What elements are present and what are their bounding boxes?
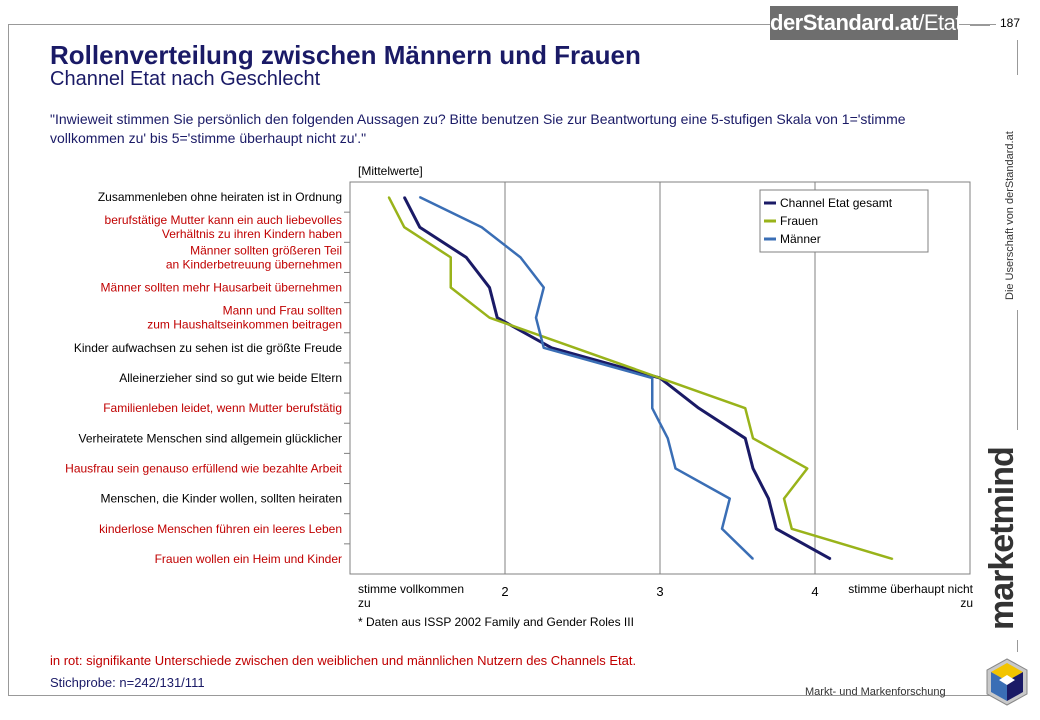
- data-point: [674, 467, 677, 470]
- data-point: [744, 407, 747, 409]
- data-point: [806, 467, 809, 470]
- footer-brand: Markt- und Markenforschung: [805, 686, 946, 698]
- category-label: kinderlose Menschen führen ein leeres Le…: [99, 522, 342, 536]
- data-point: [891, 558, 894, 560]
- page-number-rule: [970, 25, 990, 26]
- data-point: [418, 196, 421, 198]
- legend-label: Channel Etat gesamt: [780, 196, 893, 210]
- data-point: [542, 286, 545, 289]
- data-point: [449, 286, 452, 289]
- legend-label: Frauen: [780, 214, 818, 228]
- data-point: [651, 407, 654, 409]
- data-point: [767, 497, 770, 500]
- data-point: [752, 558, 754, 560]
- data-point: [752, 467, 754, 470]
- category-label: Alleinerzieher sind so gut wie beide Elt…: [119, 371, 342, 385]
- category-label: Männer sollten größeren Teil an Kinderbet…: [166, 243, 342, 271]
- category-label: Menschen, die Kinder wollen, sollten hei…: [101, 492, 342, 506]
- data-point: [403, 196, 406, 198]
- cube-logo-icon: [986, 658, 1028, 706]
- data-point: [697, 407, 700, 409]
- category-label: berufstätige Mutter kann ein auch liebev…: [105, 213, 342, 241]
- legend-label: Männer: [780, 232, 821, 246]
- data-point: [519, 256, 522, 259]
- data-point: [790, 527, 793, 530]
- category-label: Verheiratete Menschen sind allgemein glü…: [79, 431, 342, 445]
- unit-label: [Mittelwerte]: [358, 164, 423, 178]
- side-rule-middle: [1017, 310, 1018, 430]
- x-axis-label-right: stimme überhaupt nicht zu: [848, 582, 973, 610]
- category-label: Familienleben leidet, wenn Mutter berufs…: [103, 401, 342, 415]
- legend-box: [759, 189, 929, 253]
- significance-note: in rot: signifikante Unterschiede zwisch…: [50, 653, 637, 668]
- category-label: Zusammenleben ohne heiraten ist in Ordnu…: [98, 190, 342, 204]
- sample-size: Stichprobe: n=242/131/111: [50, 675, 205, 690]
- category-label: Kinder aufwachsen zu sehen ist die größt…: [74, 341, 342, 355]
- category-label: Hausfrau sein genauso erfüllend wie beza…: [65, 461, 343, 475]
- data-point: [752, 437, 754, 440]
- page-title: Rollenverteilung zwischen Männern und Fr…: [50, 40, 641, 70]
- data-point: [550, 347, 553, 349]
- side-rule-top: [1017, 40, 1018, 75]
- data-point: [829, 558, 832, 560]
- data-point: [783, 497, 785, 500]
- category-label: Männer sollten mehr Hausarbeit übernehme…: [101, 281, 342, 295]
- data-point: [488, 286, 491, 289]
- page-subtitle: Channel Etat nach Geschlecht: [50, 68, 321, 90]
- category-label: Mann und Frau sollten zum Haushaltseinkom…: [147, 304, 342, 332]
- category-label: Frauen wollen ein Heim und Kinder: [155, 552, 342, 566]
- footnote: * Daten aus ISSP 2002 Family and Gender …: [358, 615, 634, 629]
- data-point: [403, 226, 406, 229]
- survey-question: "Inwieweit stimmen Sie persönlich den fo…: [50, 111, 906, 146]
- data-point: [659, 377, 661, 379]
- page-number: 187: [999, 16, 1021, 30]
- data-point: [666, 437, 669, 440]
- data-point: [542, 347, 545, 349]
- slide-frame: [8, 24, 996, 696]
- data-point: [449, 256, 452, 259]
- data-point: [480, 226, 483, 229]
- data-point: [488, 316, 491, 319]
- data-point: [535, 316, 537, 319]
- data-point: [775, 527, 778, 530]
- brand-sub: /Etat: [918, 10, 962, 35]
- data-point: [496, 316, 499, 319]
- x-tick-label: 2: [501, 584, 508, 599]
- data-point: [573, 347, 576, 349]
- data-point: [728, 497, 731, 500]
- data-point: [387, 196, 390, 198]
- data-point: [465, 256, 468, 259]
- side-rule-bottom: [1017, 640, 1018, 652]
- x-tick-label: 3: [656, 584, 663, 599]
- series-line-3: [419, 195, 754, 560]
- data-point: [418, 226, 421, 229]
- brand-logo: derStandard.at/Etat: [770, 6, 962, 40]
- data-point: [651, 377, 654, 379]
- x-tick-label: 4: [811, 584, 818, 599]
- x-axis-label-left: stimme vollkommen zu: [358, 582, 464, 610]
- data-point: [721, 527, 723, 530]
- brand-main: derStandard.at: [770, 10, 919, 35]
- data-point: [744, 437, 747, 440]
